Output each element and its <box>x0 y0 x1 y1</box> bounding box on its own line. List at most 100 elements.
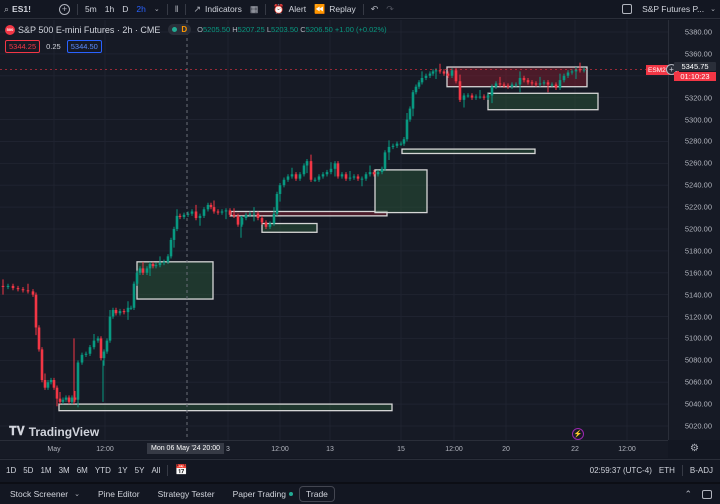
sp500-logo-icon: 500 <box>5 24 15 35</box>
interval-1h[interactable]: 1h <box>101 0 118 19</box>
compare-button[interactable]: + <box>55 0 74 19</box>
chart-type-button[interactable]: ‖ <box>171 0 183 19</box>
replay-label: Replay <box>329 4 356 14</box>
time-axis[interactable]: May 12:00 3 12:00 13 15 12:00 20 22 12:00 <box>0 440 668 458</box>
market-status-pill[interactable]: D <box>168 24 192 35</box>
templates-button[interactable]: ▦ <box>246 0 263 19</box>
chart-pane[interactable] <box>0 20 668 440</box>
tab-strategy-tester[interactable]: Strategy Tester <box>158 489 215 499</box>
time-tick-label: 12:00 <box>445 446 463 453</box>
alarm-clock-icon: ⏰ <box>273 3 285 14</box>
redo-icon: ↷ <box>386 3 394 14</box>
price-axis[interactable]: 5380.005360.005340.005320.005300.005280.… <box>668 20 720 440</box>
open-label: O <box>197 25 204 34</box>
range-1m[interactable]: 1M <box>40 466 52 475</box>
range-all[interactable]: All <box>151 466 161 475</box>
search-icon: ⌕ <box>4 3 10 14</box>
interval-2h[interactable]: 2h <box>132 0 149 19</box>
range-5d[interactable]: 5D <box>23 466 34 475</box>
tab-stock-screener[interactable]: Stock Screener ⌄ <box>10 489 80 499</box>
high-value: 5207.25 <box>237 25 265 34</box>
open-value: 5205.50 <box>203 25 231 34</box>
connected-dot-icon <box>289 492 294 496</box>
symbol-label: ES1! <box>12 4 31 14</box>
time-tick-label: May <box>47 446 61 453</box>
price-tick-label: 5100.00 <box>684 333 712 343</box>
buy-button[interactable]: 5344.50 <box>66 40 102 53</box>
indicators-icon: ↗ <box>193 3 201 14</box>
divider <box>681 465 683 476</box>
undo-button[interactable]: ↶ <box>367 0 383 19</box>
interval-label: 5m <box>84 4 97 14</box>
rewind-icon: ⏪ <box>314 3 326 14</box>
session-toggle[interactable]: ETH <box>658 466 675 475</box>
time-tick-label: 15 <box>397 446 405 453</box>
symbol-title[interactable]: S&P 500 E-mini Futures · 2h · CME <box>18 24 161 35</box>
tab-pine-editor[interactable]: Pine Editor <box>98 489 140 499</box>
lightning-icon[interactable]: ⚡ <box>572 428 584 440</box>
indicators-button[interactable]: ↗ Indicators <box>189 0 245 19</box>
range-1d[interactable]: 1D <box>6 466 17 475</box>
layout-select[interactable]: S&P Futures P... ⌄ <box>618 0 720 19</box>
delayed-badge: D <box>181 25 188 34</box>
price-tick-label: 5040.00 <box>684 399 712 409</box>
settings-gear-icon[interactable]: ⚙ <box>690 443 699 454</box>
redo-button[interactable]: ↷ <box>382 0 398 19</box>
close-value: 5206.50 <box>305 25 333 34</box>
clock-timezone[interactable]: 02:59:37 (UTC-4) <box>589 466 652 475</box>
tab-paper-trading[interactable]: Paper Trading <box>233 489 294 499</box>
range-3m[interactable]: 3M <box>58 466 70 475</box>
price-tick-label: 5360.00 <box>684 49 712 59</box>
spread-value: 0.25 <box>46 42 61 51</box>
price-tick-label: 5060.00 <box>684 377 712 387</box>
interval-dropdown[interactable]: ⌄ <box>150 0 164 19</box>
divider <box>362 3 364 15</box>
sell-button[interactable]: 5344.25 <box>5 40 41 53</box>
bid-ask-panel: 5344.25 0.25 5344.50 <box>5 40 102 53</box>
range-5y[interactable]: 5Y <box>134 466 145 475</box>
candles-icon: ‖ <box>174 4 179 14</box>
low-value: 5203.50 <box>271 25 299 34</box>
divider <box>167 465 169 476</box>
interval-D[interactable]: D <box>118 0 132 19</box>
change-value: +1.00 (+0.02%) <box>334 25 387 34</box>
price-tick-label: 5080.00 <box>684 355 712 365</box>
price-tick-label: 5300.00 <box>684 115 712 125</box>
price-tick-label: 5220.00 <box>684 202 712 212</box>
indicators-label: Indicators <box>204 4 242 14</box>
crosshair-time-label: Mon 06 May '24 20:00 <box>147 443 225 454</box>
time-tick-label: 3 <box>226 446 230 453</box>
market-open-dot-icon <box>172 27 178 32</box>
chevron-down-icon: ⌄ <box>153 6 160 13</box>
tradingview-logo-icon: 𝐓𝐕 <box>9 424 25 438</box>
close-label: C <box>300 25 306 34</box>
range-1y[interactable]: 1Y <box>117 466 128 475</box>
price-tick-label: 5140.00 <box>684 290 712 300</box>
divider <box>185 3 187 15</box>
price-tick-label: 5180.00 <box>684 246 712 256</box>
tab-label: Stock Screener <box>10 489 69 499</box>
chevron-up-icon[interactable]: ⌃ <box>684 488 692 499</box>
maximize-panel-icon[interactable] <box>702 489 712 499</box>
undo-icon: ↶ <box>370 3 379 14</box>
range-6m[interactable]: 6M <box>76 466 88 475</box>
candlestick-chart[interactable] <box>0 20 668 440</box>
time-tick-label: 20 <box>502 446 510 453</box>
goto-date-calendar-icon[interactable]: 📅 <box>175 465 188 476</box>
price-tick-label: 5280.00 <box>684 136 712 146</box>
interval-label: D <box>122 4 129 14</box>
symbol-legend: 500 S&P 500 E-mini Futures · 2h · CME D … <box>5 24 387 35</box>
date-range-bar: 1D 5D 1M 3M 6M YTD 1Y 5Y All 📅 02:59:37 … <box>0 459 720 481</box>
divider <box>166 3 168 15</box>
replay-button[interactable]: ⏪ Replay <box>310 0 360 19</box>
adjustment-toggle[interactable]: B-ADJ <box>689 466 713 475</box>
trade-button[interactable]: Trade <box>299 486 335 502</box>
price-tick-label: 5200.00 <box>684 224 712 234</box>
symbol-search[interactable]: ⌕ ES1! <box>0 0 35 19</box>
range-ytd[interactable]: YTD <box>94 466 111 475</box>
alert-button[interactable]: ⏰ Alert <box>269 0 310 19</box>
alert-label: Alert <box>288 4 307 14</box>
price-tick-label: 5240.00 <box>684 180 712 190</box>
interval-label: 2h <box>136 4 146 14</box>
interval-5m[interactable]: 5m <box>81 0 101 19</box>
